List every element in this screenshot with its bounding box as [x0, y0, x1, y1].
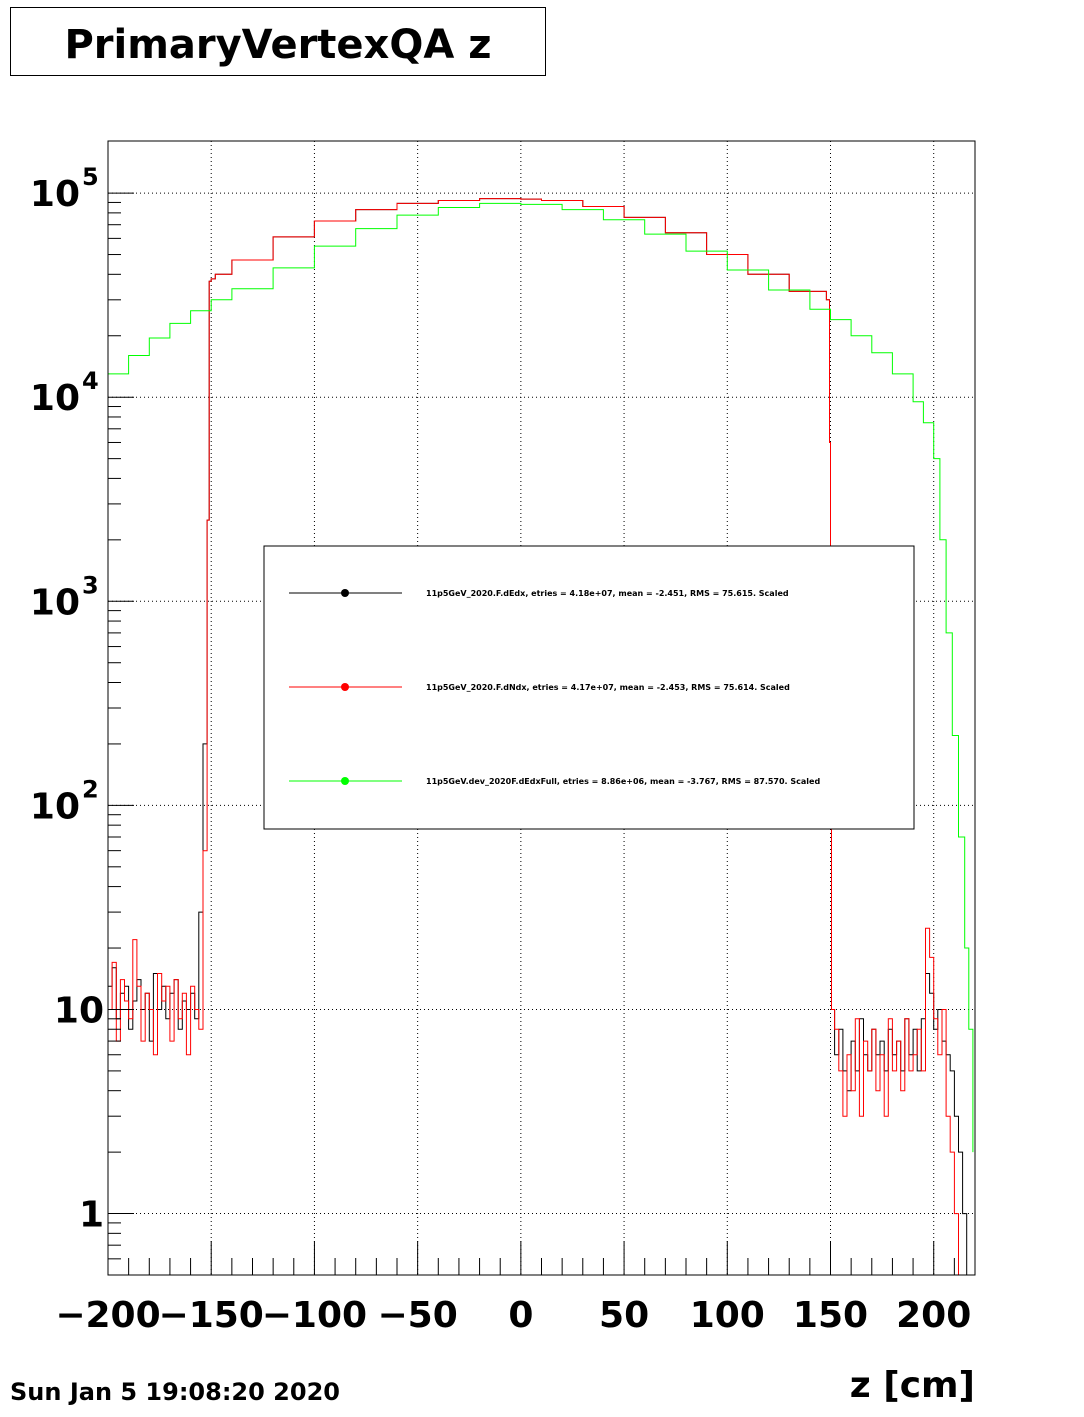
chart-title: PrimaryVertexQA z	[64, 22, 492, 68]
legend-marker	[341, 589, 349, 597]
x-tick-label: −150	[159, 1295, 264, 1336]
legend-marker	[341, 777, 349, 785]
series-layer	[108, 198, 974, 1276]
x-axis-title: z [cm]	[850, 1365, 975, 1406]
x-tick-label: 150	[793, 1295, 868, 1336]
ticks	[107, 192, 976, 1276]
legend-marker	[341, 683, 349, 691]
y-tick-label: 10	[30, 582, 80, 623]
y-tick-exponent: 5	[82, 163, 99, 191]
y-tick-exponent: 3	[82, 571, 99, 599]
x-tick-label: −200	[55, 1295, 160, 1336]
grid	[108, 141, 975, 1275]
x-tick-label: −100	[262, 1295, 367, 1336]
legend-label: 11p5GeV_2020.F.dNdx, etries = 4.17e+07, …	[426, 683, 790, 692]
x-tick-label: 0	[508, 1295, 533, 1336]
legend: 11p5GeV_2020.F.dEdx, etries = 4.18e+07, …	[263, 545, 915, 830]
y-tick-label: 1	[79, 1195, 104, 1236]
title-box: PrimaryVertexQA z	[10, 7, 546, 76]
y-tick-label: 10	[30, 378, 80, 419]
y-tick-exponent: 2	[82, 775, 99, 803]
timestamp: Sun Jan 5 19:08:20 2020	[10, 1378, 340, 1406]
y-tick-exponent: 4	[82, 367, 99, 395]
x-tick-labels: −200−150−100 −50 0 50 100 150 200	[55, 1295, 971, 1336]
series-line-2	[108, 202, 974, 1153]
x-tick-label: 200	[896, 1295, 971, 1336]
x-tick-label: 100	[690, 1295, 765, 1336]
series-line-1	[108, 198, 971, 1276]
y-tick-label: 10	[30, 174, 80, 215]
x-tick-label: 50	[599, 1295, 649, 1336]
legend-label: 11p5GeV.dev_2020F.dEdxFull, etries = 8.8…	[426, 777, 820, 786]
x-tick-label: −50	[378, 1295, 458, 1336]
legend-label: 11p5GeV_2020.F.dEdx, etries = 4.18e+07, …	[426, 589, 789, 598]
y-tick-label: 10	[54, 990, 104, 1031]
y-tick-label: 10	[30, 786, 80, 827]
